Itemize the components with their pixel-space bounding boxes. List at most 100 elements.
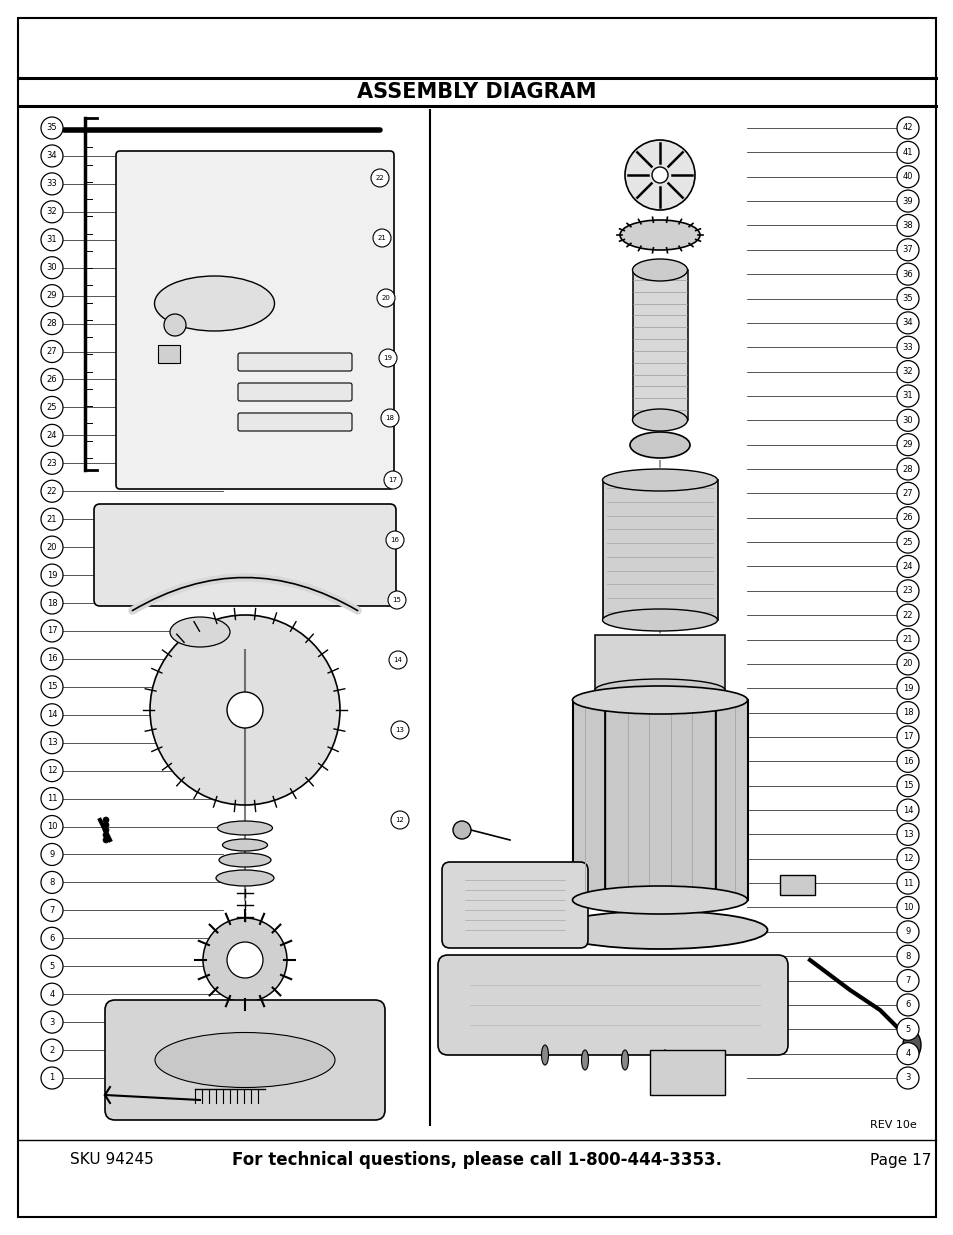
FancyBboxPatch shape: [94, 504, 395, 606]
Ellipse shape: [154, 275, 274, 331]
Circle shape: [41, 815, 63, 837]
Bar: [595, 635, 724, 690]
Circle shape: [896, 531, 918, 553]
Circle shape: [896, 701, 918, 724]
Circle shape: [896, 872, 918, 894]
Circle shape: [896, 1042, 918, 1065]
Circle shape: [41, 872, 63, 893]
Circle shape: [896, 190, 918, 212]
Circle shape: [896, 653, 918, 674]
Text: 26: 26: [902, 514, 912, 522]
Circle shape: [41, 536, 63, 558]
Text: 21: 21: [47, 515, 57, 524]
Text: 1: 1: [50, 1073, 54, 1083]
Circle shape: [896, 847, 918, 869]
Circle shape: [896, 799, 918, 821]
Circle shape: [41, 1011, 63, 1034]
Ellipse shape: [552, 911, 767, 948]
Text: 13: 13: [395, 727, 404, 734]
Bar: [573, 700, 747, 900]
Ellipse shape: [632, 409, 687, 431]
Text: 35: 35: [47, 124, 57, 132]
Text: 20: 20: [381, 295, 390, 301]
Circle shape: [41, 620, 63, 642]
Ellipse shape: [629, 432, 689, 458]
Text: 31: 31: [47, 235, 57, 245]
Circle shape: [41, 648, 63, 669]
Text: 13: 13: [902, 830, 912, 839]
Text: 14: 14: [394, 657, 402, 663]
Circle shape: [41, 844, 63, 866]
Text: 26: 26: [47, 375, 57, 384]
Text: 36: 36: [902, 269, 912, 279]
Circle shape: [41, 592, 63, 614]
Circle shape: [388, 592, 406, 609]
FancyBboxPatch shape: [437, 955, 787, 1055]
Text: 7: 7: [904, 976, 910, 986]
Text: ASSEMBLY DIAGRAM: ASSEMBLY DIAGRAM: [356, 82, 597, 103]
Circle shape: [896, 409, 918, 431]
Circle shape: [896, 579, 918, 601]
Text: 15: 15: [392, 597, 401, 603]
Circle shape: [896, 1019, 918, 1040]
Text: 40: 40: [902, 172, 912, 182]
FancyArrowPatch shape: [132, 578, 357, 610]
Circle shape: [103, 837, 109, 844]
Circle shape: [41, 760, 63, 782]
Circle shape: [896, 433, 918, 456]
Ellipse shape: [660, 1050, 668, 1070]
Circle shape: [380, 409, 398, 427]
Ellipse shape: [632, 259, 687, 282]
Text: 21: 21: [902, 635, 912, 643]
Text: 24: 24: [47, 431, 57, 440]
Circle shape: [651, 167, 667, 183]
Ellipse shape: [581, 1050, 588, 1070]
Circle shape: [896, 117, 918, 140]
Text: 35: 35: [902, 294, 912, 303]
Text: 24: 24: [902, 562, 912, 571]
Circle shape: [41, 564, 63, 587]
Text: 28: 28: [902, 464, 912, 473]
Circle shape: [896, 1067, 918, 1089]
Text: 17: 17: [47, 626, 57, 636]
Ellipse shape: [620, 1050, 628, 1070]
Text: 42: 42: [902, 124, 912, 132]
Ellipse shape: [217, 821, 273, 835]
Text: REV 10e: REV 10e: [869, 1120, 916, 1130]
Bar: [602, 480, 718, 620]
Text: 11: 11: [902, 878, 912, 888]
Circle shape: [103, 818, 109, 823]
FancyBboxPatch shape: [237, 412, 352, 431]
Text: Page 17: Page 17: [869, 1152, 930, 1167]
Text: 22: 22: [902, 610, 912, 620]
Circle shape: [41, 201, 63, 222]
Text: 14: 14: [47, 710, 57, 719]
Circle shape: [896, 385, 918, 408]
Text: 33: 33: [902, 343, 912, 352]
Text: 9: 9: [50, 850, 54, 860]
Circle shape: [896, 215, 918, 236]
Bar: [780, 876, 814, 895]
Text: 17: 17: [388, 477, 397, 483]
Circle shape: [41, 731, 63, 753]
Text: 33: 33: [47, 179, 57, 189]
Text: 9: 9: [904, 927, 910, 936]
Text: SKU 94245: SKU 94245: [70, 1152, 153, 1167]
Ellipse shape: [154, 1032, 335, 1088]
Bar: [649, 1050, 724, 1095]
Ellipse shape: [541, 1045, 548, 1065]
Text: 11: 11: [47, 794, 57, 803]
Circle shape: [41, 396, 63, 419]
Bar: [633, 270, 687, 420]
Circle shape: [41, 368, 63, 390]
Text: 27: 27: [47, 347, 57, 356]
Circle shape: [41, 955, 63, 977]
Circle shape: [41, 284, 63, 306]
Ellipse shape: [619, 220, 700, 249]
Circle shape: [896, 336, 918, 358]
Ellipse shape: [219, 853, 271, 867]
Circle shape: [41, 173, 63, 195]
Text: 30: 30: [902, 416, 912, 425]
Text: 14: 14: [902, 805, 912, 815]
Text: 22: 22: [375, 175, 384, 182]
